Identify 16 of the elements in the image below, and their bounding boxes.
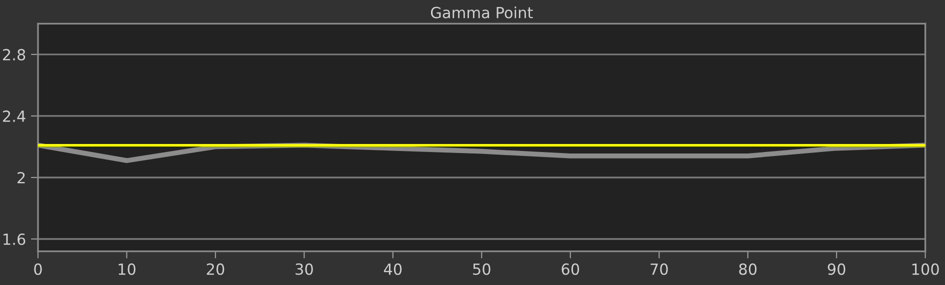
x-tick-label: 60 (562, 263, 580, 275)
y-tick-label: 2 (18, 172, 25, 184)
x-tick-label: 50 (473, 263, 490, 275)
y-tick-label: 1.6 (4, 233, 26, 246)
x-tick-label: 90 (828, 263, 846, 275)
chart-title: Gamma Point (430, 6, 533, 18)
x-tick-label: 40 (384, 263, 402, 275)
x-tick-label: 80 (739, 263, 757, 275)
x-tick-label: 70 (650, 263, 668, 275)
y-tick-label: 2.8 (3, 48, 26, 60)
x-tick-label: 30 (296, 263, 313, 275)
y-tick-label: 2.4 (3, 110, 26, 122)
x-tick-label: 100 (912, 263, 939, 275)
x-tick-label: 10 (118, 263, 136, 275)
x-tick-label: 20 (206, 263, 224, 275)
x-tick-label: 0 (34, 263, 42, 275)
